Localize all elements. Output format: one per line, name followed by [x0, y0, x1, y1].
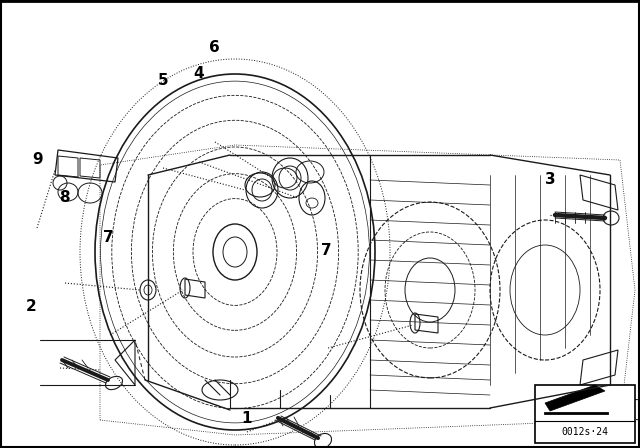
Text: 3: 3: [545, 172, 556, 187]
Text: 4: 4: [193, 66, 204, 82]
Text: 7: 7: [104, 230, 114, 245]
Text: 2: 2: [26, 299, 36, 314]
Text: 7: 7: [321, 243, 332, 258]
Text: 0012s·24: 0012s·24: [561, 427, 609, 437]
Polygon shape: [545, 385, 605, 411]
Text: 6: 6: [209, 39, 220, 55]
Text: 9: 9: [32, 151, 42, 167]
Bar: [535, 385, 635, 443]
Text: 1: 1: [241, 411, 252, 426]
Text: 8: 8: [59, 190, 69, 205]
Text: 5: 5: [158, 73, 168, 88]
